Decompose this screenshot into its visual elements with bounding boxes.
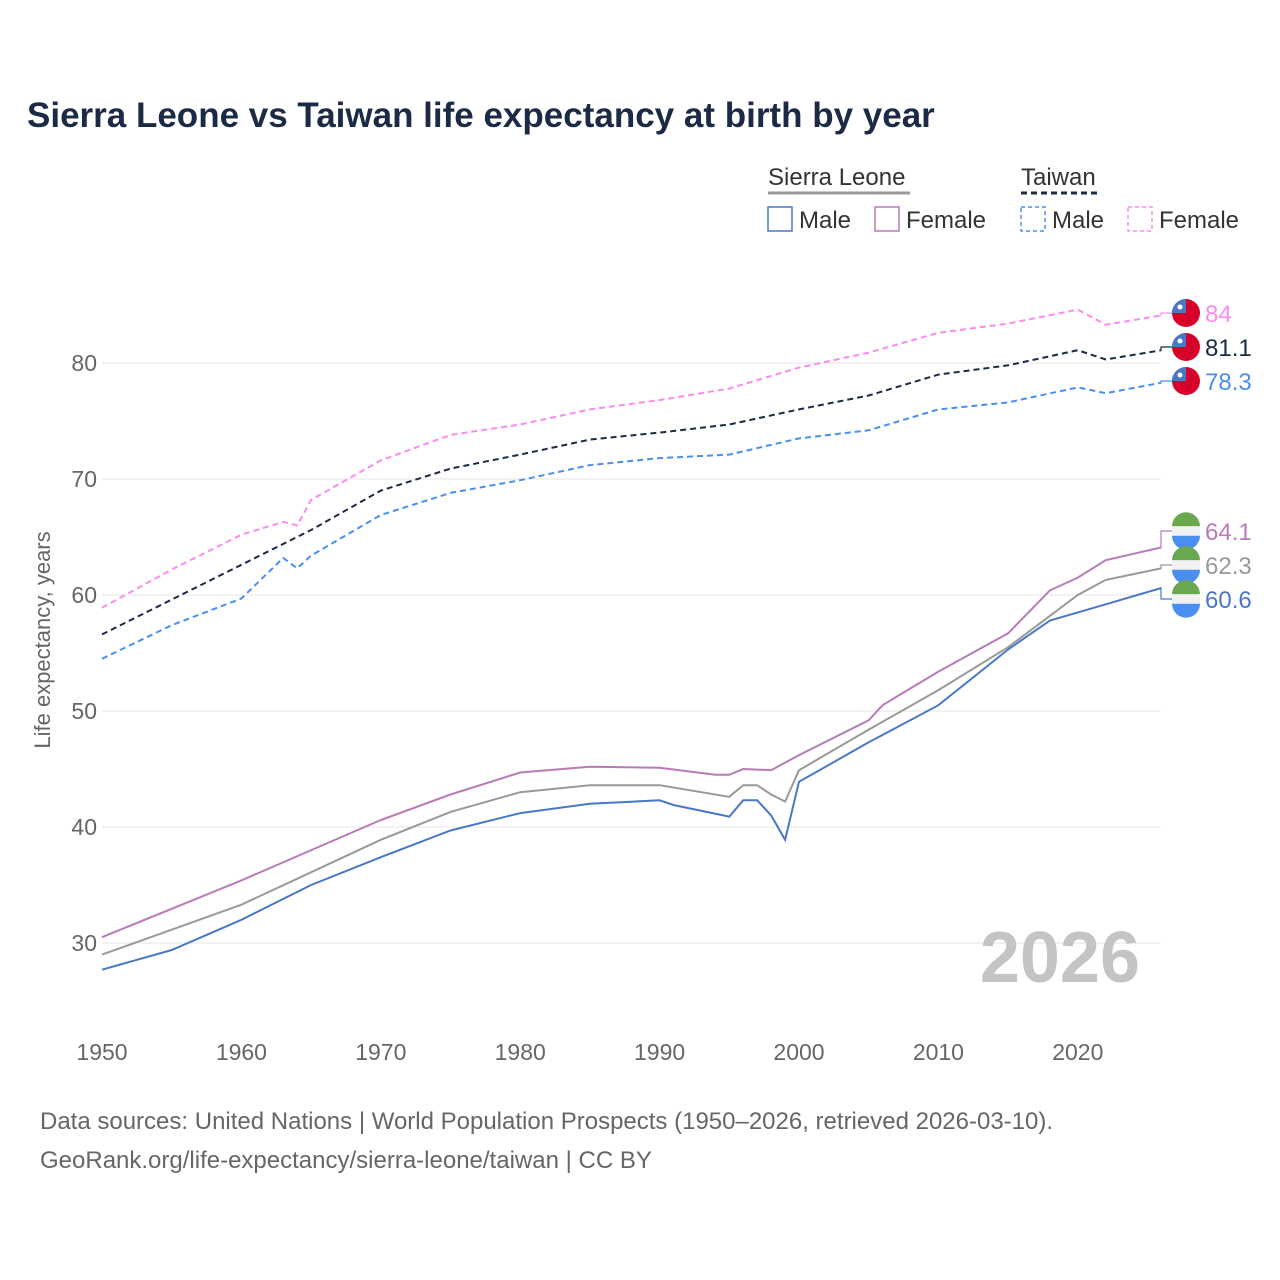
label-connector — [1160, 564, 1172, 569]
legend-group-title: Sierra Leone — [768, 164, 905, 191]
label-connector — [1160, 587, 1172, 600]
x-tick-label: 2010 — [913, 1039, 964, 1065]
sierra-leone-flag-icon — [1172, 512, 1200, 527]
x-tick-label: 1950 — [76, 1039, 127, 1065]
sierra-leone-flag-blue — [1172, 603, 1200, 618]
x-tick-label: 1990 — [634, 1039, 685, 1065]
end-value-label: 62.3 — [1205, 553, 1252, 580]
y-tick-label: 50 — [71, 698, 97, 724]
label-connector — [1160, 380, 1172, 384]
x-tick-label: 1980 — [495, 1039, 546, 1065]
label-connector — [1160, 346, 1172, 351]
legend-group-title: Taiwan — [1021, 164, 1096, 191]
source-line-2: GeoRank.org/life-expectancy/sierra-leone… — [40, 1147, 652, 1174]
series-line — [101, 308, 1162, 609]
year-watermark: 2026 — [980, 918, 1140, 998]
legend-swatch — [767, 206, 793, 232]
y-tick-label: 80 — [71, 350, 97, 376]
legend-item-label: Male — [799, 207, 851, 234]
y-tick-label: 40 — [71, 814, 97, 840]
series-line — [101, 381, 1162, 660]
series-line — [101, 546, 1162, 939]
legend-swatch — [1020, 206, 1046, 232]
taiwan-flag-sun — [1177, 338, 1183, 344]
x-tick-label: 1970 — [355, 1039, 406, 1065]
legend-item-label: Male — [1052, 207, 1104, 234]
y-tick-label: 30 — [71, 930, 97, 956]
end-value-label: 81.1 — [1205, 335, 1252, 362]
sierra-leone-flag-icon — [1172, 546, 1200, 561]
legend-item-label: Female — [906, 207, 986, 234]
x-tick-label: 1960 — [216, 1039, 267, 1065]
taiwan-flag-sun — [1177, 372, 1183, 378]
sierra-leone-flag-blue — [1172, 535, 1200, 550]
x-tick-label: 2020 — [1052, 1039, 1103, 1065]
y-tick-label: 70 — [71, 466, 97, 492]
sierra-leone-flag-white — [1172, 560, 1200, 570]
y-tick-label: 60 — [71, 582, 97, 608]
series-line — [101, 349, 1162, 636]
sierra-leone-flag-white — [1172, 594, 1200, 604]
y-axis-label: Life expectancy, years — [30, 531, 55, 748]
label-connector — [1160, 312, 1172, 317]
source-line-1: Data sources: United Nations | World Pop… — [40, 1108, 1054, 1135]
end-value-label: 78.3 — [1205, 369, 1252, 396]
legend-swatch — [874, 206, 900, 232]
series-line — [101, 587, 1162, 971]
end-value-label: 60.6 — [1205, 587, 1252, 614]
sierra-leone-flag-white — [1172, 526, 1200, 536]
legend-swatch — [1127, 206, 1153, 232]
x-tick-label: 2000 — [773, 1039, 824, 1065]
legend-item-label: Female — [1159, 207, 1239, 234]
chart-title: Sierra Leone vs Taiwan life expectancy a… — [27, 96, 935, 135]
end-value-label: 64.1 — [1205, 519, 1252, 546]
end-value-label: 84 — [1205, 301, 1232, 328]
sierra-leone-flag-icon — [1172, 580, 1200, 595]
taiwan-flag-sun — [1177, 304, 1183, 310]
label-connector — [1160, 530, 1172, 549]
sierra-leone-flag-blue — [1172, 569, 1200, 584]
series-line — [101, 567, 1162, 956]
